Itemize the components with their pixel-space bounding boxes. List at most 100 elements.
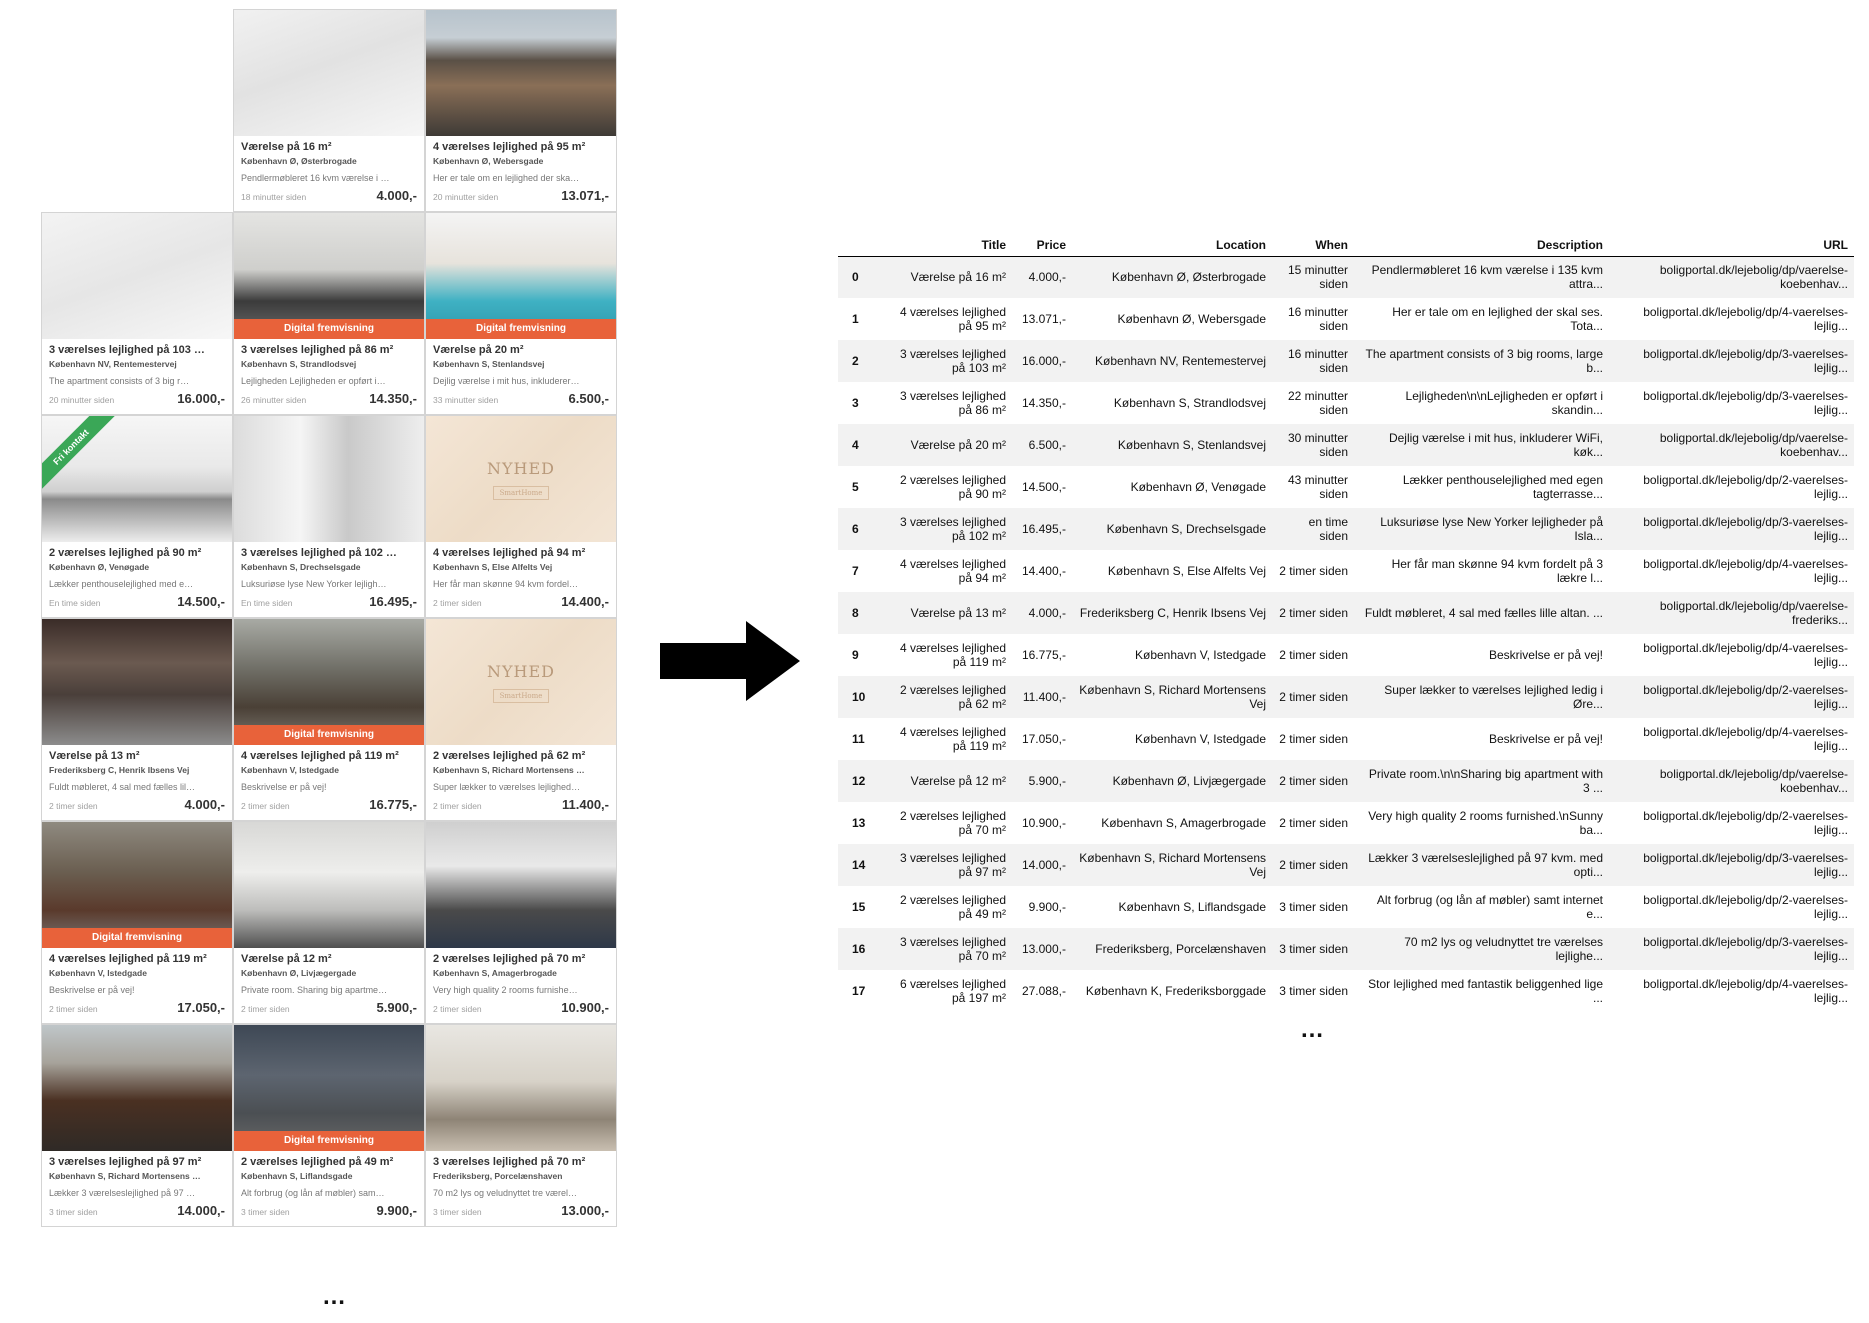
listing-photo[interactable]: Digital fremvisning <box>42 822 232 948</box>
table-cell-location: København V, Istedgade <box>1135 648 1266 662</box>
listing-card[interactable]: Værelse på 13 m² Frederiksberg C, Henrik … <box>41 618 233 821</box>
listing-card[interactable]: Fri kontakt 2 værelses lejlighed på 90 m²… <box>41 415 233 618</box>
listing-photo[interactable]: NYHED SmartHome <box>426 619 616 745</box>
listing-photo[interactable] <box>234 416 424 542</box>
listing-address: København S, Else Alfelts Vej <box>433 562 553 572</box>
table-cell-title: 3 værelses lejlighed på 103 m² <box>882 340 1012 382</box>
listing-address: København S, Richard Mortensens … <box>433 765 585 775</box>
listing-card[interactable]: 3 værelses lejlighed på 103 … København N… <box>41 212 233 415</box>
table-header-row: Title Price Location When Description URL <box>838 230 1854 257</box>
table-cell-title: 3 værelses lejlighed på 86 m² <box>899 389 1006 417</box>
nyhed-mark: SmartHome <box>492 485 550 500</box>
listing-price: 5.900,- <box>376 1000 417 1015</box>
listing-time: 3 timer siden <box>49 1207 98 1217</box>
table-cell-when: 43 minutter siden <box>1287 473 1348 501</box>
listing-card[interactable]: 3 værelses lejlighed på 97 m² København S… <box>41 1024 233 1227</box>
table-cell-description: Pendlermøbleret 16 kvm værelse i 135 kvm… <box>1354 256 1609 298</box>
listing-card[interactable]: NYHED SmartHome 4 værelses lejlighed på 94… <box>425 415 617 618</box>
table-cell-price: 17.050,- <box>1021 732 1066 746</box>
listing-photo[interactable] <box>426 10 616 136</box>
table-cell-title: 4 værelses lejlighed på 119 m² <box>899 641 1006 669</box>
listing-photo[interactable]: Digital fremvisning <box>426 213 616 339</box>
listing-card[interactable]: NYHED SmartHome 2 værelses lejlighed på 62… <box>425 618 617 821</box>
listing-price: 10.900,- <box>561 1000 609 1015</box>
table-row: 3 3 værelses lejlighed på 86 m² 14.350,- Kø… <box>838 382 1854 424</box>
digital-viewing-badge: Digital fremvisning <box>234 725 424 745</box>
listing-photo[interactable] <box>42 213 232 339</box>
listing-time: En time siden <box>49 598 101 608</box>
listing-photo[interactable] <box>42 619 232 745</box>
listing-photo[interactable]: Fri kontakt <box>42 416 232 542</box>
listing-footer: En time siden 16.495,- <box>241 594 417 609</box>
table-cell-url: boligportal.dk/lejebolig/dp/vaerelse-koe… <box>1609 760 1854 802</box>
table-cell-price: 14.400,- <box>1021 564 1066 578</box>
table-cell-price: 13.000,- <box>1012 928 1072 970</box>
listing-price: 14.000,- <box>177 1203 225 1218</box>
listing-card[interactable]: Digital fremvisning 3 værelses lejlighed … <box>233 212 425 415</box>
listing-card[interactable]: Digital fremvisning 4 værelses lejlighed … <box>233 618 425 821</box>
listing-card[interactable]: 3 værelses lejlighed på 70 m² Frederiksbe… <box>425 1024 617 1227</box>
listing-footer: 2 timer siden 11.400,- <box>433 797 609 812</box>
table-cell-when: 2 timer siden <box>1279 564 1348 578</box>
table-row: 11 4 værelses lejlighed på 119 m² 17.050,-… <box>838 718 1854 760</box>
listing-photo[interactable]: Digital fremvisning <box>234 1025 424 1151</box>
listing-card[interactable]: Værelse på 16 m² København Ø, Østerbrogad… <box>233 9 425 212</box>
table-cell-description: Dejlig værelse i mit hus, inkluderer WiF… <box>1354 424 1609 466</box>
listing-address: København S, Stenlandsvej <box>433 359 545 369</box>
table-cell-price: 13.071,- <box>1021 312 1066 326</box>
table-cell-location: København S, Richard Mortensens Vej <box>1072 676 1272 718</box>
listing-photo[interactable]: Digital fremvisning <box>234 213 424 339</box>
listing-footer: 2 timer siden 5.900,- <box>241 1000 417 1015</box>
listing-time: 18 minutter siden <box>241 192 307 202</box>
listing-description: Very high quality 2 rooms furnishe… <box>433 985 578 995</box>
table-cell-when: 15 minutter siden <box>1272 256 1354 298</box>
listing-footer: 3 timer siden 14.000,- <box>49 1203 225 1218</box>
listing-card[interactable]: Digital fremvisning 4 værelses lejlighed … <box>41 821 233 1024</box>
table-cell-price: 14.500,- <box>1021 480 1066 494</box>
listing-photo[interactable] <box>426 822 616 948</box>
listing-time: 2 timer siden <box>241 801 290 811</box>
table-cell-title: 2 værelses lejlighed på 62 m² <box>882 676 1012 718</box>
listing-card[interactable]: Værelse på 12 m² København Ø, Livjægergad… <box>233 821 425 1024</box>
listing-photo[interactable]: Digital fremvisning <box>234 619 424 745</box>
table-cell-location: København S, Drechselsgade <box>1072 508 1272 550</box>
listing-description: The apartment consists of 3 big r… <box>49 376 190 386</box>
listing-photo[interactable] <box>234 10 424 136</box>
table-cell-url: boligportal.dk/lejebolig/dp/vaerelse-fre… <box>1609 592 1854 634</box>
listing-price: 16.495,- <box>369 594 417 609</box>
listing-photo[interactable]: NYHED SmartHome <box>426 416 616 542</box>
table-cell-url: boligportal.dk/lejebolig/dp/4-vaerelses-… <box>1643 641 1848 669</box>
table-cell-location: København S, Amagerbrogade <box>1101 816 1266 830</box>
table-cell-url: boligportal.dk/lejebolig/dp/2-vaerelses-… <box>1643 809 1848 837</box>
table-cell-when: 2 timer siden <box>1272 592 1354 634</box>
listing-photo[interactable] <box>426 1025 616 1151</box>
listing-price: 13.000,- <box>561 1203 609 1218</box>
table-cell-title: 4 værelses lejlighed på 95 m² <box>899 305 1006 333</box>
table-cell-url: boligportal.dk/lejebolig/dp/3-vaerelses-… <box>1609 844 1854 886</box>
listing-time: 20 minutter siden <box>49 395 115 405</box>
listing-card[interactable]: 3 værelses lejlighed på 102 … København S… <box>233 415 425 618</box>
listing-photo[interactable] <box>234 822 424 948</box>
listing-card[interactable]: 4 værelses lejlighed på 95 m² København Ø… <box>425 9 617 212</box>
table-cell-price: 16.775,- <box>1021 648 1066 662</box>
table-cell-description: Fuldt møbleret, 4 sal med fælles lille a… <box>1354 592 1609 634</box>
row-index: 10 <box>838 676 882 718</box>
table-cell-title: 4 værelses lejlighed på 94 m² <box>899 557 1006 585</box>
listing-card[interactable]: Digital fremvisning 2 værelses lejlighed … <box>233 1024 425 1227</box>
listing-card[interactable]: 2 værelses lejlighed på 70 m² København S… <box>425 821 617 1024</box>
table-cell-location: København Ø, Livjægergade <box>1072 760 1272 802</box>
column-header-when: When <box>1272 230 1354 257</box>
listing-description: Dejlig værelse i mit hus, inkluderer… <box>433 376 580 386</box>
listing-title: 2 værelses lejlighed på 49 m² <box>241 1156 394 1168</box>
listing-info: 4 værelses lejlighed på 119 m² København … <box>42 948 232 997</box>
table-cell-when: 16 minutter siden <box>1287 305 1348 333</box>
listing-photo[interactable] <box>42 1025 232 1151</box>
table-row: 12 Værelse på 12 m² 5.900,- København Ø, Li… <box>838 760 1854 802</box>
table-cell-title: 6 værelses lejlighed på 197 m² <box>899 977 1006 1005</box>
listing-time: 33 minutter siden <box>433 395 499 405</box>
listing-info: 3 værelses lejlighed på 102 … København S… <box>234 542 424 591</box>
nyhed-word: NYHED <box>486 458 556 478</box>
listing-card[interactable]: Digital fremvisning Værelse på 20 m² Køben… <box>425 212 617 415</box>
listing-address: København S, Drechselsgade <box>241 562 361 572</box>
